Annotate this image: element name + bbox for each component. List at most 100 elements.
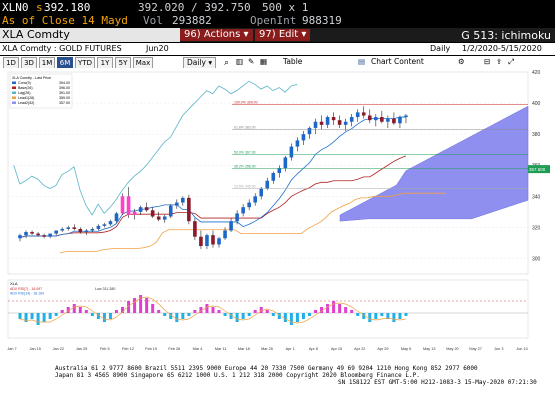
histogram-bar bbox=[187, 313, 191, 316]
zoom-icon[interactable]: ⌕ bbox=[224, 58, 230, 68]
candle-body bbox=[235, 213, 239, 222]
histogram-bar bbox=[102, 313, 106, 322]
candle-body bbox=[271, 173, 276, 181]
fib-label: 38.2% 358.00 bbox=[234, 164, 256, 168]
legend-box bbox=[9, 73, 73, 109]
legend-value: 396.00 bbox=[59, 86, 70, 90]
x-axis-label: May 27 bbox=[469, 347, 481, 351]
chart-area: 420400380360340320300100.0% 399.0061.8% … bbox=[0, 68, 555, 400]
candle-body bbox=[18, 235, 22, 239]
candle-body bbox=[301, 134, 306, 141]
candle-body bbox=[223, 230, 227, 239]
candle-body bbox=[102, 224, 107, 226]
last-price-tag: 357.500 bbox=[529, 167, 546, 172]
histogram-bar bbox=[259, 307, 263, 313]
annotate-icon[interactable]: ✎ bbox=[248, 57, 255, 66]
candle-body bbox=[60, 228, 65, 231]
legend-swatch bbox=[12, 101, 16, 104]
ichimoku-chart[interactable]: 420400380360340320300100.0% 399.0061.8% … bbox=[0, 68, 555, 400]
candle-body bbox=[337, 120, 342, 125]
legend-label: Lag(26) bbox=[18, 91, 30, 95]
range-button-3d[interactable]: 3D bbox=[21, 57, 37, 69]
openint-label: OpenInt bbox=[250, 14, 297, 27]
candle-body bbox=[120, 196, 125, 214]
share-icon[interactable]: ⇪ bbox=[496, 57, 503, 66]
candle-body bbox=[78, 228, 83, 233]
fib-label: 100.0% 399.00 bbox=[234, 101, 258, 105]
candle-body bbox=[241, 207, 245, 214]
fib-label: 50.0% 367.00 bbox=[234, 150, 256, 154]
histogram-bar bbox=[229, 313, 233, 319]
chart-type-icon[interactable]: ▥ bbox=[236, 57, 244, 66]
x-axis-label: Jan 29 bbox=[76, 347, 87, 351]
price-tick-label: 320 bbox=[532, 225, 541, 231]
histogram-bar bbox=[350, 310, 354, 313]
histogram-bar bbox=[169, 313, 173, 319]
histogram-bar bbox=[223, 313, 227, 316]
candle-body bbox=[114, 213, 119, 222]
actions-menu[interactable]: 96) Actions ▾ bbox=[180, 29, 253, 41]
candle-body bbox=[181, 197, 185, 203]
lower-panel-title: XLA bbox=[10, 281, 18, 286]
histogram-bar bbox=[90, 313, 94, 316]
x-axis-label: Jan 7 bbox=[7, 347, 16, 351]
last-prefix: s bbox=[36, 1, 43, 14]
candle-body bbox=[211, 235, 215, 245]
legend-label: Conv(9) bbox=[18, 81, 31, 85]
x-axis-label: Feb 5 bbox=[100, 347, 110, 351]
kumo-cloud bbox=[339, 105, 529, 222]
histogram-bar bbox=[277, 313, 281, 319]
base-line bbox=[19, 155, 407, 238]
actions-number: 96) bbox=[184, 29, 201, 40]
settings-icon[interactable]: ⚙ bbox=[458, 57, 465, 66]
legend-value: 357.00 bbox=[59, 101, 70, 105]
candle-body bbox=[54, 230, 58, 234]
table-icon[interactable]: ▦ bbox=[260, 57, 268, 66]
lower-legend-item: ADX RSI(14) - 18.160 bbox=[10, 292, 44, 296]
candle-body bbox=[36, 233, 40, 236]
legend-swatch bbox=[12, 91, 16, 94]
footer-line-3: SN 158122 EST GMT-5:00 H212-1083-3 15-Ma… bbox=[338, 379, 537, 386]
edit-menu[interactable]: 97) Edit ▾ bbox=[255, 29, 311, 41]
candle-body bbox=[162, 216, 167, 220]
candle-body bbox=[42, 235, 46, 237]
ticker: XLN0 bbox=[2, 1, 29, 14]
histogram-bar bbox=[66, 307, 70, 313]
candle-body bbox=[84, 230, 89, 233]
minimize-icon[interactable]: ⊟ bbox=[484, 57, 491, 66]
histogram-bar bbox=[114, 310, 118, 313]
footer-line-1: Australia 61 2 9777 8600 Brazil 5511 239… bbox=[55, 365, 478, 372]
chart-title-bar: XLA Comdty : GOLD FUTURES Jun20 Daily 1/… bbox=[0, 43, 555, 55]
histogram-bar bbox=[54, 313, 58, 316]
x-axis-label: Mar 4 bbox=[193, 347, 203, 351]
expand-icon[interactable]: ⤢ bbox=[508, 57, 514, 66]
candle-body bbox=[229, 221, 233, 231]
candle-body bbox=[205, 235, 209, 247]
candle-body bbox=[367, 115, 372, 121]
candle-body bbox=[247, 202, 251, 208]
x-axis-label: Apr 22 bbox=[354, 347, 365, 351]
histogram-bar bbox=[307, 313, 311, 316]
date-range: 1/2/2020-5/15/2020 bbox=[462, 44, 542, 53]
histogram-bar bbox=[344, 307, 348, 313]
histogram-bar bbox=[199, 307, 203, 313]
function-code: G 513: ichimoku bbox=[461, 29, 551, 42]
histogram-bar bbox=[326, 304, 330, 313]
security-field[interactable]: XLA Comdty bbox=[0, 28, 180, 42]
chevron-down-icon: ▾ bbox=[243, 29, 249, 40]
histogram-bar bbox=[139, 295, 143, 313]
period-label: Daily bbox=[430, 44, 451, 53]
fib-label: 61.8% 383.00 bbox=[234, 125, 256, 129]
table-button[interactable]: Table bbox=[283, 57, 303, 66]
histogram-bar bbox=[398, 313, 402, 319]
lead-line bbox=[59, 192, 446, 254]
histogram-bar bbox=[157, 310, 161, 313]
candle-body bbox=[66, 227, 71, 229]
price-tick-label: 340 bbox=[532, 194, 541, 200]
openint-value: 988319 bbox=[302, 14, 342, 27]
histogram-bar bbox=[241, 313, 245, 319]
histogram-bar bbox=[18, 313, 22, 319]
chart-content-button[interactable]: Chart Content bbox=[371, 57, 424, 66]
x-axis-label: May 13 bbox=[423, 347, 435, 351]
histogram-bar bbox=[193, 310, 197, 313]
